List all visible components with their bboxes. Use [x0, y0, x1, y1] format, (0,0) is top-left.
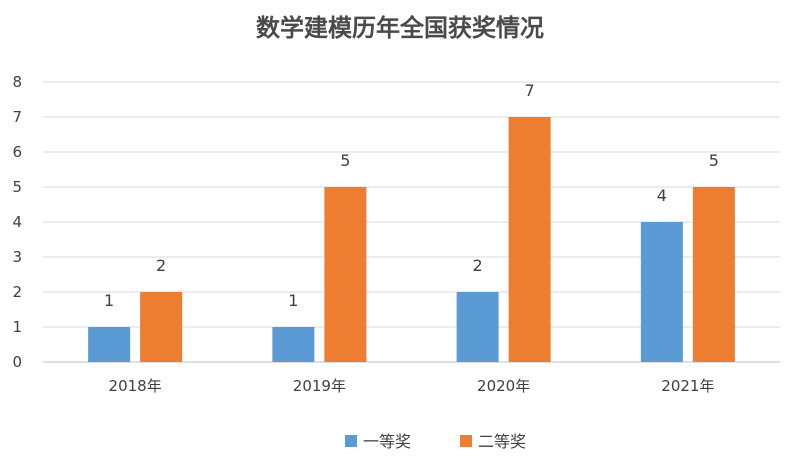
y-tick-label: 2 [12, 283, 22, 301]
data-label: 2 [473, 256, 483, 275]
bar [508, 117, 551, 362]
legend: 一等奖 二等奖 [345, 432, 526, 451]
y-tick-label: 5 [12, 178, 22, 196]
y-tick-label: 1 [12, 318, 22, 336]
data-label: 7 [525, 81, 535, 100]
y-tick-label: 8 [12, 73, 22, 91]
y-tick-label: 3 [12, 248, 22, 266]
bar [140, 292, 183, 362]
y-axis-ticks: 0 1 2 3 4 5 6 7 8 [12, 73, 22, 371]
data-label: 5 [340, 151, 350, 170]
x-category-label: 2021年 [661, 377, 714, 395]
data-label: 1 [288, 291, 298, 310]
legend-swatch [345, 435, 357, 447]
data-label: 4 [657, 186, 667, 205]
legend-swatch [460, 435, 472, 447]
x-category-label: 2019年 [293, 377, 346, 395]
data-label: 5 [709, 151, 719, 170]
y-tick-label: 4 [12, 213, 22, 231]
data-label: 1 [104, 291, 114, 310]
y-tick-label: 0 [12, 353, 22, 371]
data-label: 2 [156, 256, 166, 275]
y-tick-label: 7 [12, 108, 22, 126]
x-axis-categories: 2018年 2019年 2020年 2021年 [109, 377, 715, 395]
data-labels: 1 2 1 5 2 7 4 5 [104, 81, 719, 310]
bar [640, 222, 683, 362]
bars [88, 117, 735, 362]
x-category-label: 2020年 [477, 377, 530, 395]
bar [456, 292, 499, 362]
y-tick-label: 6 [12, 143, 22, 161]
bar [324, 187, 367, 362]
chart-title: 数学建模历年全国获奖情况 [256, 14, 544, 42]
legend-label: 一等奖 [363, 432, 411, 451]
bar [272, 327, 315, 362]
bar [88, 327, 131, 362]
bar [692, 187, 735, 362]
legend-label: 二等奖 [478, 432, 526, 451]
x-category-label: 2018年 [109, 377, 162, 395]
